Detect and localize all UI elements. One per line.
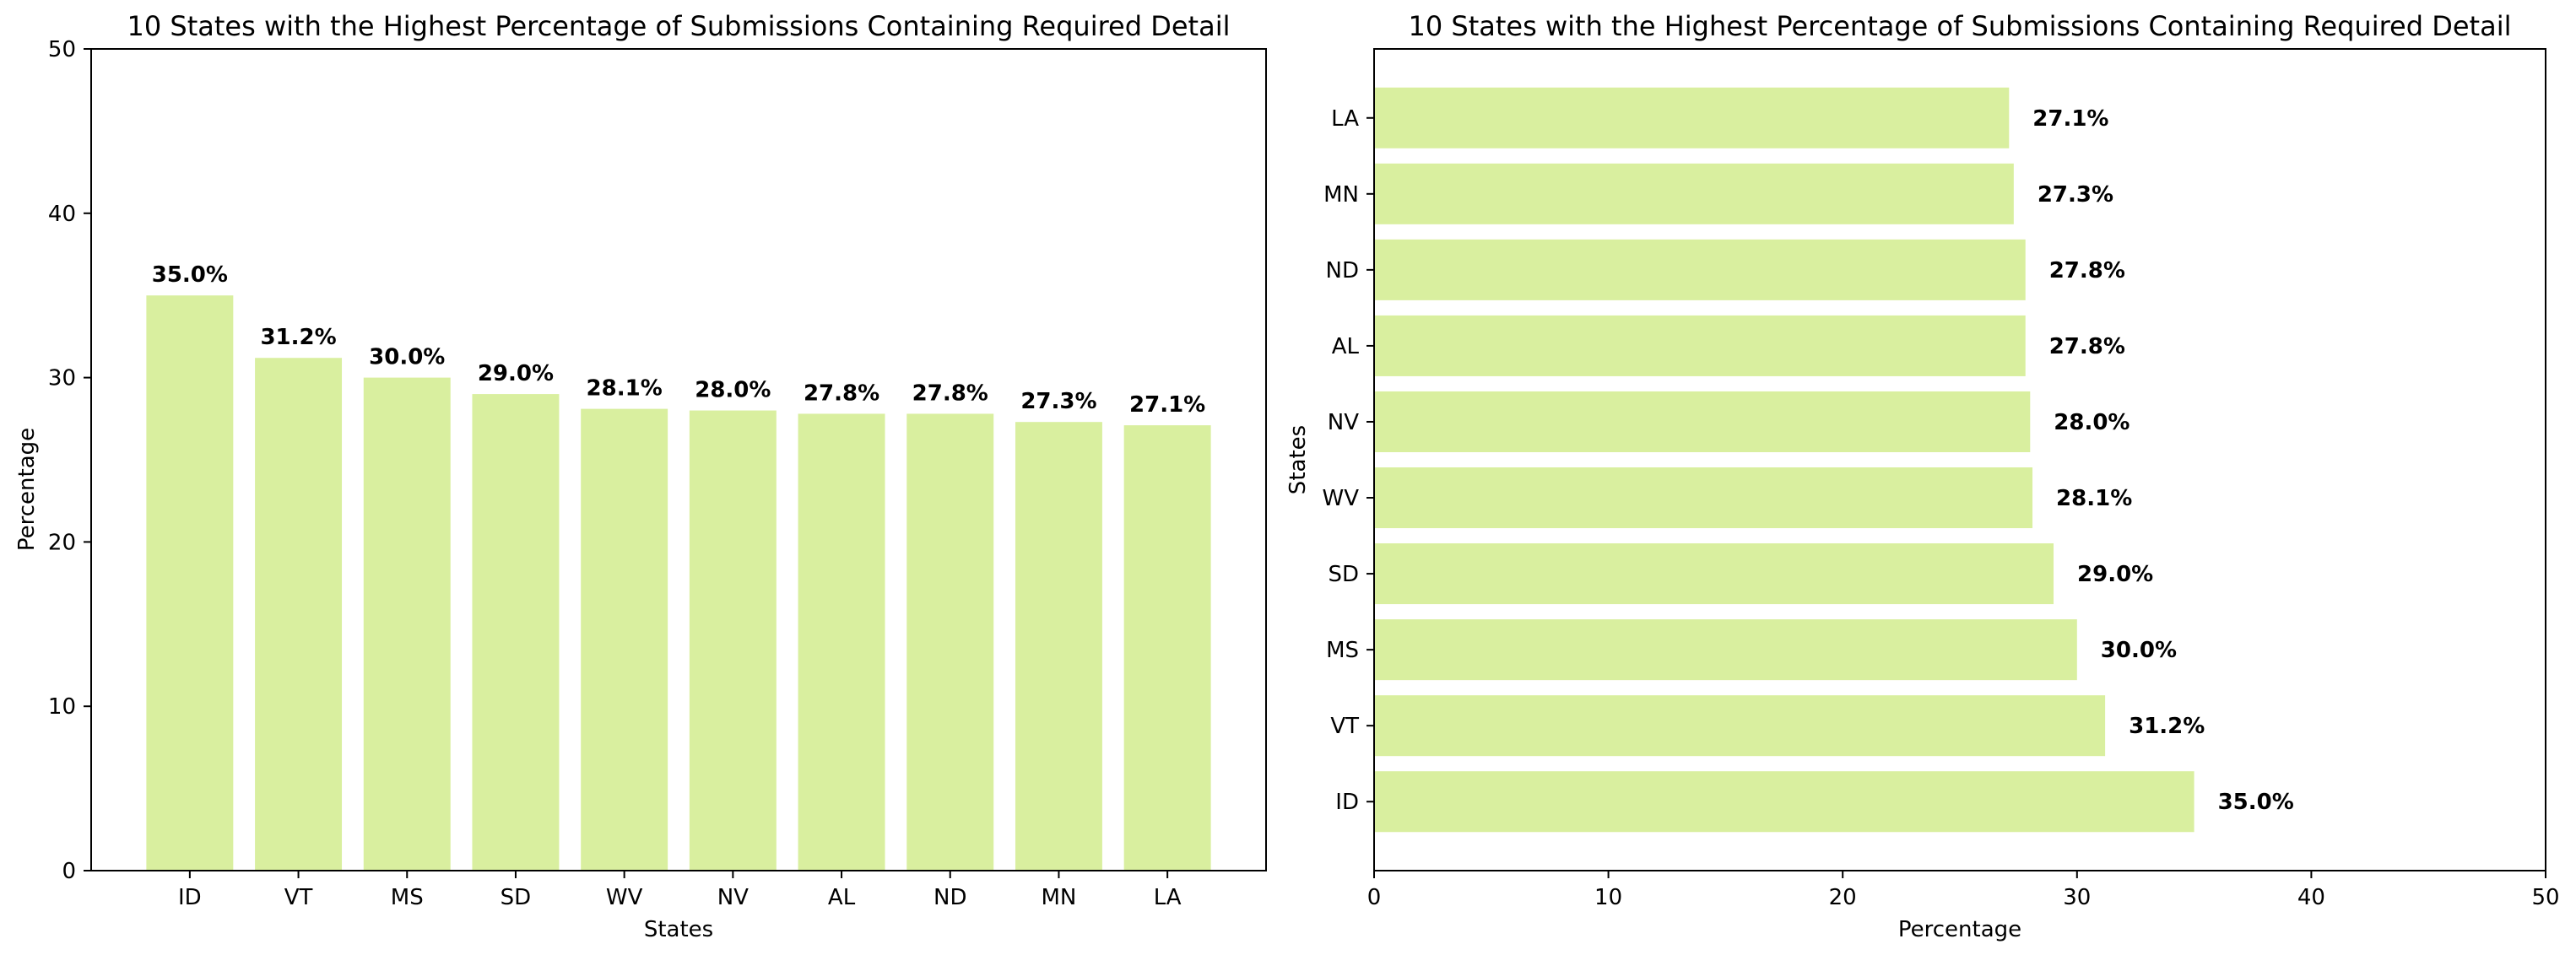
right-data-label-mn: 27.3%: [2038, 182, 2113, 208]
right-data-label-al: 27.8%: [2049, 334, 2125, 359]
right-data-label-nd: 27.8%: [2049, 258, 2125, 283]
left-x-tick-label-la: LA: [1154, 885, 1182, 910]
left-data-label-wv: 28.1%: [587, 376, 663, 402]
right-y-tick-label-la: LA: [1331, 106, 1359, 132]
left-data-label-ms: 30.0%: [369, 345, 445, 370]
right-x-tick-label: 50: [2531, 885, 2559, 910]
right-data-label-ms: 30.0%: [2101, 638, 2177, 663]
right-bar-wv: [1374, 467, 2033, 529]
left-x-tick-label-id: ID: [178, 885, 202, 910]
right-data-label-vt: 31.2%: [2129, 714, 2205, 739]
left-x-tick-label-al: AL: [828, 885, 856, 910]
left-data-label-nd: 27.8%: [912, 380, 988, 406]
right-bar-la: [1374, 87, 2010, 148]
right-y-tick-label-nv: NV: [1328, 410, 1359, 435]
right-x-tick-label: 0: [1367, 885, 1382, 910]
right-x-tick-label: 40: [2297, 885, 2325, 910]
left-y-tick-label: 10: [48, 694, 76, 720]
right-data-labels: 35.0% 31.2% 30.0% 29.0% 28.1% 28.0% 27.8% 27.8%…: [2032, 106, 2294, 815]
right-data-label-sd: 29.0%: [2077, 562, 2153, 587]
right-x-axis-label: Percentage: [1898, 917, 2021, 942]
right-bar-sd: [1374, 543, 2054, 605]
right-bar-vt: [1374, 695, 2106, 757]
right-data-label-la: 27.1%: [2032, 106, 2108, 132]
left-x-ticks: ID VT MS SD WV NV AL ND MN LA: [178, 871, 1182, 910]
right-y-axis-label: States: [1285, 425, 1311, 494]
right-x-ticks: 0 10 20 30 40 50: [1367, 871, 2560, 910]
right-y-tick-label-mn: MN: [1323, 182, 1359, 208]
left-bar-nv: [689, 410, 777, 871]
left-x-axis-label: States: [644, 917, 713, 942]
left-y-tick-label: 30: [48, 366, 76, 391]
left-x-tick-label-wv: WV: [606, 885, 643, 910]
left-data-label-al: 27.8%: [804, 380, 879, 406]
right-y-tick-label-wv: WV: [1323, 486, 1360, 511]
right-bar-al: [1374, 315, 2026, 376]
left-data-label-id: 35.0%: [152, 262, 228, 288]
left-data-label-la: 27.1%: [1129, 392, 1205, 418]
horizontal-bar-chart: 10 States with the Highest Percentage of…: [1285, 10, 2560, 942]
left-bar-wv: [581, 408, 668, 871]
left-bar-mn: [1015, 422, 1102, 871]
left-y-axis-label: Percentage: [14, 428, 40, 551]
right-bars: [1374, 87, 2194, 833]
right-y-tick-label-nd: ND: [1326, 258, 1359, 283]
left-x-tick-label-sd: SD: [501, 885, 532, 910]
left-x-tick-label-mn: MN: [1041, 885, 1076, 910]
left-bar-la: [1123, 425, 1211, 871]
left-y-tick-label: 50: [48, 37, 76, 62]
right-bar-mn: [1374, 163, 2014, 224]
left-bar-vt: [255, 358, 343, 871]
left-bar-nd: [906, 413, 994, 871]
right-data-label-id: 35.0%: [2218, 790, 2294, 815]
left-chart-title: 10 States with the Highest Percentage of…: [127, 10, 1231, 42]
left-y-ticks: 0 10 20 30 40 50: [48, 37, 91, 884]
right-bar-ms: [1374, 619, 2077, 681]
left-bar-id: [146, 295, 234, 871]
left-data-label-sd: 29.0%: [478, 361, 554, 386]
left-bar-ms: [363, 377, 451, 871]
right-data-label-wv: 28.1%: [2056, 486, 2132, 511]
left-bar-sd: [472, 394, 560, 871]
left-data-label-vt: 31.2%: [260, 325, 336, 350]
right-bar-nd: [1374, 239, 2026, 300]
right-x-tick-label: 30: [2063, 885, 2091, 910]
vertical-bar-chart: 10 States with the Highest Percentage of…: [14, 10, 1267, 942]
left-x-tick-label-nd: ND: [934, 885, 966, 910]
left-y-tick-label: 0: [62, 859, 76, 884]
right-x-tick-label: 10: [1594, 885, 1622, 910]
right-data-label-nv: 28.0%: [2054, 410, 2130, 435]
right-bar-nv: [1374, 391, 2031, 452]
left-x-tick-label-vt: VT: [284, 885, 313, 910]
right-y-ticks: ID VT MS SD WV NV AL ND MN LA: [1323, 106, 1374, 815]
right-bar-id: [1374, 771, 2194, 833]
left-plot-frame: [90, 48, 1267, 871]
left-data-labels: 35.0% 31.2% 30.0% 29.0% 28.1% 28.0% 27.8% 27.8%…: [152, 262, 1205, 418]
right-y-tick-label-ms: MS: [1326, 638, 1359, 663]
right-y-tick-label-id: ID: [1335, 790, 1359, 815]
left-bar-al: [798, 413, 885, 871]
right-y-tick-label-al: AL: [1332, 334, 1360, 359]
right-plot-frame: [1373, 48, 2546, 871]
left-y-tick-label: 40: [48, 202, 76, 227]
left-data-label-mn: 27.3%: [1020, 389, 1096, 414]
left-x-tick-label-nv: NV: [717, 885, 749, 910]
right-y-tick-label-vt: VT: [1330, 714, 1359, 739]
left-x-tick-label-ms: MS: [391, 885, 424, 910]
left-data-label-nv: 28.0%: [695, 378, 771, 403]
right-x-tick-label: 20: [1829, 885, 1857, 910]
left-bars: [146, 295, 1211, 871]
left-y-tick-label: 20: [48, 530, 76, 555]
right-chart-title: 10 States with the Highest Percentage of…: [1409, 10, 2512, 42]
right-y-tick-label-sd: SD: [1328, 562, 1359, 587]
